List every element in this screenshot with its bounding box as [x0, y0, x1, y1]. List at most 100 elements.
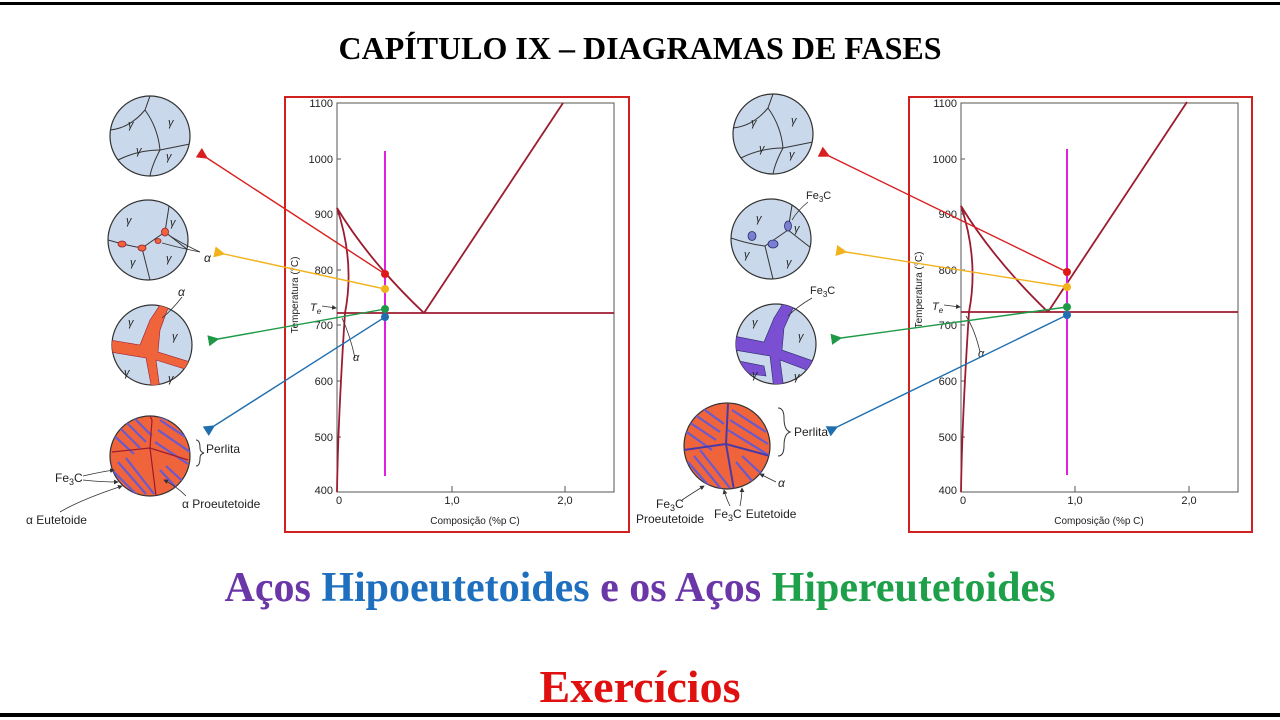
svg-text:500: 500 [315, 432, 333, 444]
svg-text:γ: γ [130, 257, 137, 269]
svg-text:γ: γ [166, 253, 173, 265]
right-panel: 1100 1000 900 800 700 600 500 400 0 1,0 … [636, 93, 1253, 533]
right-phase-curves [960, 101, 1238, 493]
svg-text:γ: γ [798, 331, 805, 343]
svg-text:γ: γ [794, 371, 801, 383]
left-te-marker: Te [310, 302, 337, 316]
svg-text:Fe3C: Fe3C [55, 471, 83, 487]
left-micro-proeutectoid-alpha: γ γ γ γ α [111, 285, 193, 386]
svg-text:Perlita: Perlita [794, 425, 828, 439]
left-micro-austenite: γ γ γ γ [109, 95, 191, 177]
svg-text:Fe3C: Fe3C [656, 497, 684, 513]
subtitle-part-e-os-acos: e os Aços [589, 565, 772, 611]
svg-text:γ: γ [128, 119, 135, 131]
svg-text:400: 400 [315, 485, 333, 497]
svg-text:1000: 1000 [309, 154, 333, 166]
svg-text:γ: γ [794, 223, 801, 235]
right-frame [908, 96, 1253, 533]
svg-text:600: 600 [315, 376, 333, 388]
svg-text:0: 0 [960, 495, 966, 507]
svg-text:γ: γ [756, 213, 763, 225]
right-red-arrow [817, 146, 1068, 273]
right-blue-arrow [825, 314, 1068, 437]
svg-text:Fe3C: Fe3C [810, 285, 835, 299]
right-perlita-label: Perlita [777, 407, 828, 457]
right-green-arrow [830, 306, 1068, 345]
right-te-marker: Te [932, 301, 961, 315]
left-blue-arrow [202, 316, 386, 436]
svg-text:Perlita: Perlita [206, 442, 240, 456]
right-y-ticks: 1100 1000 900 800 700 600 500 400 [933, 98, 965, 497]
svg-text:400: 400 [939, 485, 957, 497]
svg-text:γ: γ [136, 145, 143, 157]
right-micro-fe3c-nucleation: γ γ γ γ Fe3C [730, 190, 831, 280]
subtitle-part-hipereutetoides: Hipereutetoides [771, 565, 1056, 611]
svg-text:Fe3C: Fe3C [806, 190, 831, 204]
svg-text:0: 0 [336, 495, 342, 507]
right-x-axis-label: Composição (%p C) [1054, 516, 1143, 527]
svg-text:γ: γ [791, 115, 798, 127]
left-y-axis-label: Temperatura (°C) [290, 257, 301, 334]
svg-text:γ: γ [126, 215, 133, 227]
svg-text:γ: γ [172, 331, 179, 343]
svg-text:1100: 1100 [933, 98, 957, 110]
svg-text:γ: γ [170, 217, 177, 229]
svg-text:γ: γ [166, 151, 173, 163]
svg-text:1000: 1000 [933, 154, 957, 166]
svg-text:γ: γ [752, 369, 759, 381]
right-alpha-callout: α [965, 315, 985, 360]
subtitle-part-acos: Aços [224, 565, 322, 611]
phase-diagrams-figure: 1100 1000 900 800 700 600 500 400 0 1,0 … [26, 93, 1253, 533]
svg-text:900: 900 [315, 209, 333, 221]
left-green-arrow [207, 308, 386, 347]
svg-text:α: α [178, 285, 186, 299]
svg-text:Proeutetoide: Proeutetoide [636, 512, 704, 526]
right-x-ticks: 0 1,0 2,0 [960, 486, 1197, 507]
svg-text:500: 500 [939, 432, 957, 444]
svg-text:Te: Te [310, 302, 322, 316]
exercises-title: Exercícios [539, 661, 741, 712]
left-yellow-arrow [213, 246, 386, 290]
svg-text:600: 600 [939, 376, 957, 388]
left-x-ticks: 0 1,0 2,0 [336, 486, 573, 507]
left-alpha-eutetoide-label: α Eutetoide [26, 484, 123, 527]
svg-text:γ: γ [786, 257, 793, 269]
top-border [0, 2, 1280, 5]
svg-text:1,0: 1,0 [444, 495, 459, 507]
right-yellow-arrow [835, 244, 1068, 288]
svg-text:1100: 1100 [309, 98, 333, 110]
subtitle-part-hipoeutetoides: Hipoeutetoides [321, 565, 590, 611]
left-plot-area [336, 102, 615, 493]
svg-text:γ: γ [128, 317, 135, 329]
svg-text:α: α [778, 476, 786, 490]
svg-text:γ: γ [124, 367, 131, 379]
svg-text:α: α [353, 352, 360, 364]
svg-text:α Eutetoide: α Eutetoide [26, 513, 87, 527]
left-phase-curves [336, 102, 614, 493]
svg-text:γ: γ [751, 117, 758, 129]
right-micro-proeutectoid-fe3c: γ γ γ γ Fe3C [735, 285, 835, 385]
left-alpha-callout: α [341, 317, 360, 364]
right-fe3c-eutetoide-label: Fe3C Eutetoide [714, 487, 797, 523]
left-panel: 1100 1000 900 800 700 600 500 400 0 1,0 … [26, 95, 630, 533]
svg-text:γ: γ [759, 143, 766, 155]
page-title: CAPÍTULO IX – DIAGRAMAS DE FASES [338, 30, 942, 66]
left-micro-pearlite [109, 415, 191, 497]
svg-text:700: 700 [315, 320, 333, 332]
svg-text:γ: γ [789, 149, 796, 161]
left-perlita-label: Perlita [195, 439, 240, 467]
right-plot-area [960, 102, 1239, 493]
svg-text:γ: γ [168, 373, 175, 385]
svg-text:Te: Te [932, 301, 944, 315]
left-alpha-proeutetoide-label: α Proeutetoide [163, 479, 261, 511]
svg-text:2,0: 2,0 [1181, 495, 1196, 507]
left-red-arrow [195, 147, 386, 275]
left-fe3c-label: Fe3C [55, 468, 119, 487]
right-micro-austenite: γ γ γ γ [732, 93, 814, 175]
left-frame [284, 96, 630, 533]
right-y-axis-label: Temperatura (°C) [914, 252, 925, 329]
subtitle: Aços Hipoeutetoides e os Aços Hipereutet… [0, 564, 1280, 612]
left-y-ticks: 1100 1000 900 800 700 600 500 400 [309, 98, 341, 497]
svg-text:γ: γ [744, 249, 751, 261]
